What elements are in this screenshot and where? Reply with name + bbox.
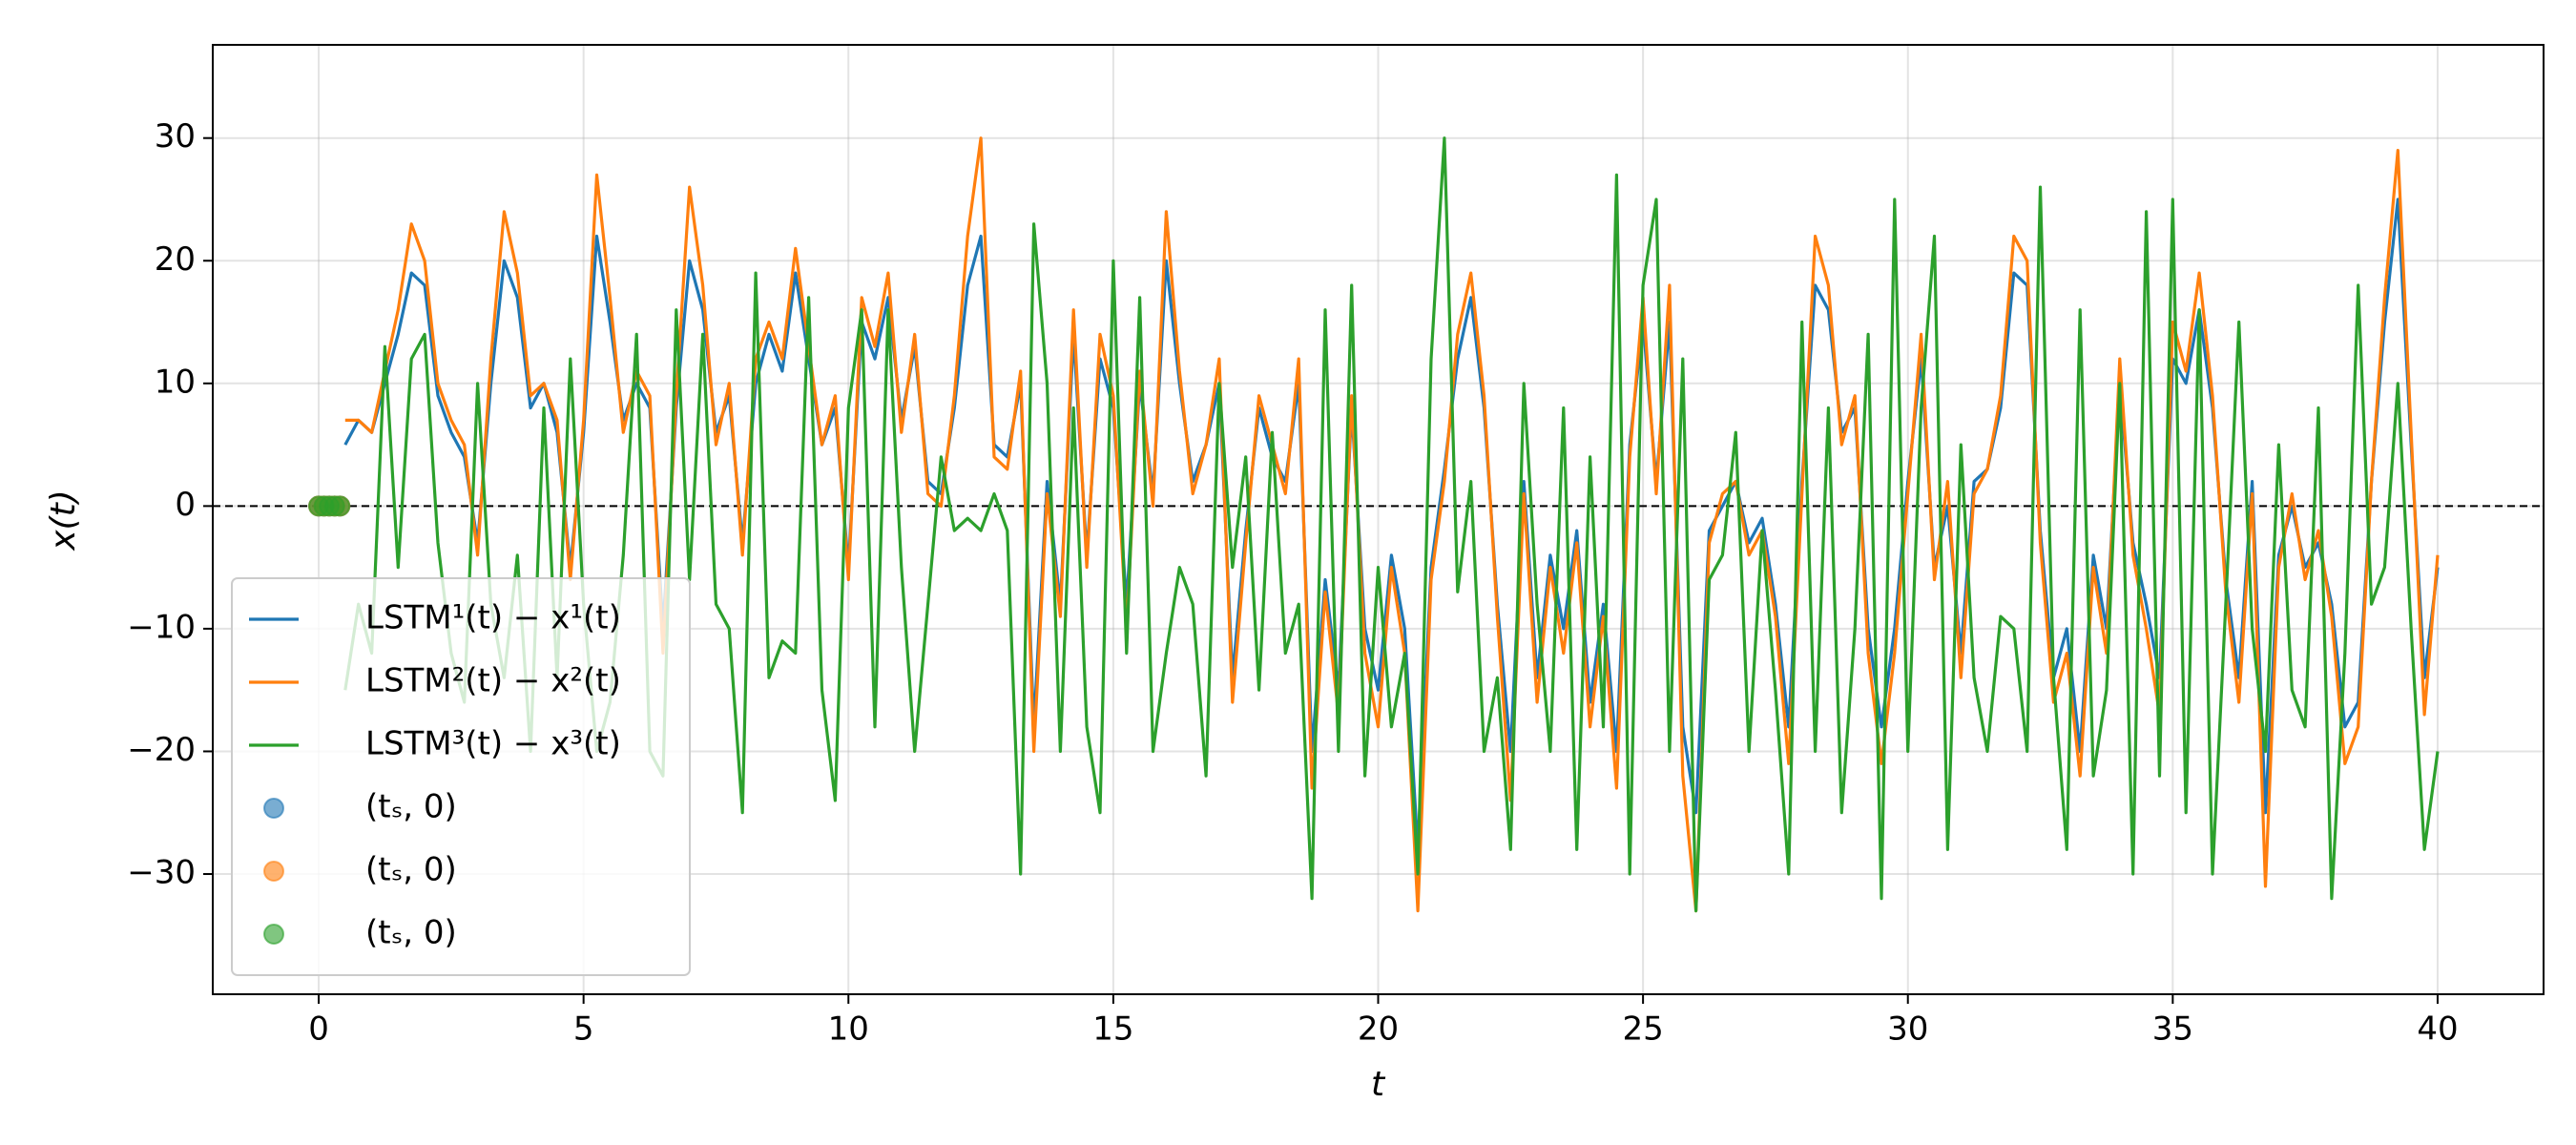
y-tick-label: −10 [127,608,196,646]
data-line [343,136,2440,913]
legend-swatch [263,924,284,945]
x-tick-label: 25 [1622,1010,1663,1049]
legend-label: (tₛ, 0) [365,914,457,952]
y-axis-label: x(t) [44,489,83,552]
y-tick-label: 0 [175,486,196,524]
legend-label: LSTM¹(t) − x¹(t) [365,599,621,637]
x-tick-label: 10 [828,1010,869,1049]
plot-area [213,136,2544,913]
x-tick-label: 0 [308,1010,329,1049]
x-axis-label: t [1371,1065,1386,1104]
x-tick-label: 30 [1887,1010,1928,1049]
y-tick-label: 10 [155,363,196,401]
legend-swatch [263,798,284,819]
x-tick-label: 40 [2417,1010,2458,1049]
legend-label: (tₛ, 0) [365,788,457,826]
x-tick-label: 15 [1092,1010,1133,1049]
legend-label: (tₛ, 0) [365,851,457,889]
y-tick-label: −20 [127,731,196,769]
x-tick-label: 20 [1358,1010,1399,1049]
data-point [329,495,351,517]
y-tick-label: −30 [127,854,196,892]
y-tick-label: 30 [155,117,196,156]
y-tick-label: 20 [155,240,196,279]
plot-frame [212,44,2545,995]
x-tick-label: 5 [573,1010,594,1049]
legend-box [231,577,691,976]
x-tick-label: 35 [2152,1010,2193,1049]
legend-label: LSTM²(t) − x²(t) [365,662,621,700]
legend-swatch [263,861,284,882]
legend-label: LSTM³(t) − x³(t) [365,725,621,763]
